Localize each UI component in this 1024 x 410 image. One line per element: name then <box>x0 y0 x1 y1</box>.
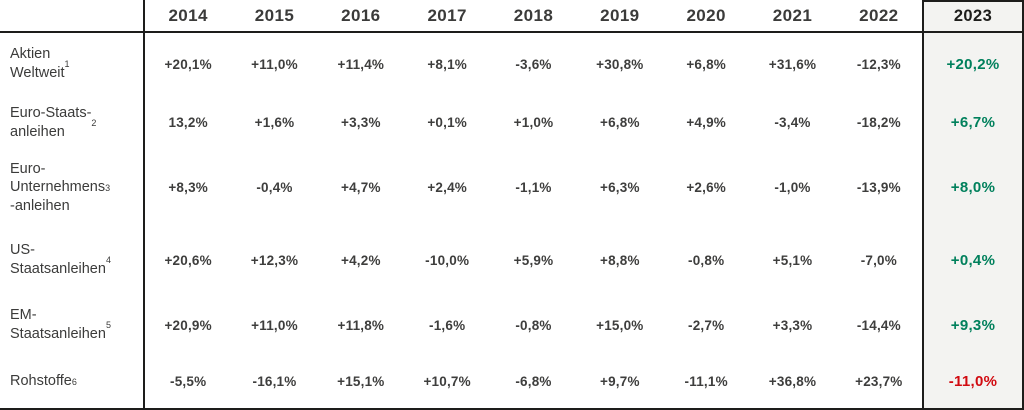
return-value: +3,3% <box>341 115 381 130</box>
return-value: +1,6% <box>254 115 295 130</box>
return-value: -1,1% <box>515 180 552 195</box>
header-year-2017: 2017 <box>404 0 491 33</box>
row-label: Euro- Unternehmens -anleihen 3 <box>0 150 145 225</box>
return-value: +11,4% <box>337 56 385 72</box>
header-year-2022: 2022 <box>835 0 922 33</box>
return-value: +15,0% <box>596 317 644 333</box>
return-value: +0,1% <box>427 115 467 130</box>
header-year-2023-highlighted: 2023 <box>922 0 1024 33</box>
return-value: -12,3% <box>856 56 901 72</box>
return-value: +2,4% <box>427 180 467 195</box>
return-value-2023: +9,3% <box>922 295 1024 355</box>
return-value: +8,8% <box>600 252 640 268</box>
return-value: -5,5% <box>145 355 232 410</box>
return-value: +36,8% <box>749 355 836 410</box>
return-value-2023: +0,4% <box>922 225 1024 295</box>
return-value: +4,9% <box>686 115 726 130</box>
header-year-2015: 2015 <box>231 0 318 33</box>
row-label: US- Staatsanleihen 4 <box>0 225 145 295</box>
return-value: -2,7% <box>688 317 725 333</box>
return-value: +10,7% <box>404 355 491 410</box>
header-year-2016: 2016 <box>317 0 404 33</box>
return-value: +11,8% <box>337 317 385 333</box>
header-year-2019: 2019 <box>576 0 663 33</box>
return-value: +20,1% <box>164 56 212 72</box>
return-value: -16,1% <box>231 355 318 410</box>
header-year-2020: 2020 <box>663 0 750 33</box>
return-value: +6,8% <box>600 115 640 130</box>
return-value: -3,4% <box>774 115 811 130</box>
return-value: +31,6% <box>768 56 817 72</box>
return-value: -18,2% <box>856 115 901 130</box>
return-value-2023: -11,0% <box>922 355 1024 410</box>
return-value: +4,2% <box>341 252 381 268</box>
return-value: -13,9% <box>856 180 901 195</box>
return-value: +4,7% <box>341 180 381 195</box>
return-value: +6,3% <box>600 180 640 195</box>
return-value: -0,4% <box>256 180 293 195</box>
return-value: +9,7% <box>576 355 663 410</box>
return-value: +30,8% <box>596 56 644 72</box>
return-value: +12,3% <box>250 252 299 268</box>
return-value: +11,0% <box>251 56 298 72</box>
return-value: +5,9% <box>513 252 554 268</box>
return-value: +2,6% <box>686 180 726 195</box>
return-value: +5,1% <box>772 252 813 268</box>
return-value: 13,2% <box>168 115 208 130</box>
return-value: -11,1% <box>663 355 750 410</box>
row-label: Aktien Weltweit 1 <box>0 33 145 95</box>
return-value: +23,7% <box>835 355 922 410</box>
return-value: +20,9% <box>164 317 212 333</box>
return-value: +3,3% <box>772 317 813 333</box>
return-value: -14,4% <box>856 317 901 333</box>
return-value: +20,6% <box>164 252 212 268</box>
return-value: -0,8% <box>515 317 552 333</box>
return-value-2023: +8,0% <box>922 150 1024 225</box>
header-year-2018: 2018 <box>490 0 577 33</box>
row-label: Rohstoffe 6 <box>0 355 145 410</box>
return-value: -0,8% <box>688 252 725 268</box>
return-value-2023: +6,7% <box>922 95 1024 150</box>
return-value-2023: +20,2% <box>922 33 1024 95</box>
return-value: -3,6% <box>515 56 552 72</box>
header-year-2014: 2014 <box>145 0 232 33</box>
return-value: -1,0% <box>774 180 811 195</box>
return-value: +15,1% <box>317 355 404 410</box>
header-year-2021: 2021 <box>749 0 836 33</box>
label-column-header <box>0 0 145 33</box>
return-value: -10,0% <box>425 252 470 268</box>
return-value: +8,1% <box>427 56 467 72</box>
return-value: -7,0% <box>860 252 897 268</box>
return-value: -6,8% <box>490 355 577 410</box>
return-value: +11,0% <box>251 317 298 333</box>
return-value: -1,6% <box>429 317 466 333</box>
row-label: Euro-Staats-anleihen 2 <box>0 95 145 150</box>
row-label: EM- Staatsanleihen 5 <box>0 295 145 355</box>
return-value: +8,3% <box>168 180 208 195</box>
return-value: +6,8% <box>686 56 726 72</box>
return-value: +1,0% <box>513 115 554 130</box>
